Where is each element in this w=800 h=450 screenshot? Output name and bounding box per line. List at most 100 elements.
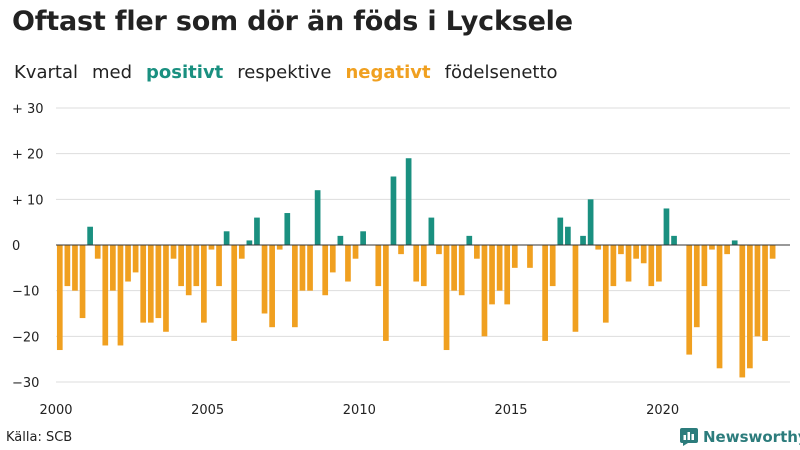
bar [580,235,586,245]
bar [231,245,238,341]
y-tick-label: + 10 [12,193,44,208]
bar [246,240,253,245]
bar [140,245,147,323]
bar [276,245,283,250]
bar [79,245,86,319]
bar [754,245,761,337]
brand-logo: Newsworthy [680,428,800,446]
bar [595,245,602,250]
bar [587,199,594,245]
y-tick-label: 0 [12,239,20,254]
bar [94,245,101,259]
bar [398,245,404,255]
bar [110,245,116,291]
bar [739,245,746,378]
bar [216,245,222,287]
bar [201,245,207,323]
bar [731,240,738,245]
bar [299,245,306,291]
bar [261,245,268,314]
bar [102,245,109,346]
subtitle-word: födelsenetto [444,62,558,83]
bar [762,245,768,341]
y-tick-label: + 20 [12,148,44,163]
bar [663,208,670,245]
bar [474,245,480,259]
bar [254,217,260,245]
chart-subtitle: Kvartal med positivt respektive negativt föde… [14,62,572,83]
bar [527,245,533,268]
bar [238,245,245,259]
subtitle-word: med [91,62,133,83]
bar [610,245,617,287]
bar [656,245,662,282]
source-note: Källa: SCB [6,430,73,445]
bar [451,245,457,291]
bar [428,217,435,245]
bar [185,245,192,296]
newsworthy-logo-icon [680,428,698,446]
bar [549,245,556,287]
bar [193,245,200,287]
bar [170,245,177,259]
bar [390,176,397,245]
bar [504,245,511,305]
bar [72,245,78,291]
bar [671,235,677,245]
y-tick-label: + 30 [12,102,44,117]
bar [163,245,169,332]
bar [709,245,715,250]
bar [383,245,389,341]
bar [565,226,571,245]
x-tick-label: 2020 [646,403,679,418]
bar [443,245,450,351]
bar [352,245,359,259]
bar [633,245,639,259]
y-tick-label: −10 [12,285,39,300]
bar [337,235,344,245]
y-tick-label: −20 [12,330,39,345]
bar [147,245,154,323]
bar [747,245,753,369]
bar [292,245,298,328]
bar [64,245,71,287]
bar [269,245,275,328]
bar [693,245,700,328]
legend-positive: positivt [146,62,224,83]
bar [87,226,93,245]
bar [701,245,708,287]
bar [618,245,624,255]
bar [496,245,503,291]
bar [405,158,412,245]
bar [602,245,609,323]
bar [307,245,313,291]
bar [413,245,420,282]
bar [436,245,442,255]
bar [769,245,776,259]
bar [284,213,291,245]
bar [420,245,427,287]
legend-negative: negativt [345,62,431,83]
bar [125,245,131,282]
x-tick-label: 2015 [494,403,527,418]
bar [640,245,647,264]
bar [375,245,382,287]
bar [360,231,366,245]
bar [208,245,215,250]
bar [458,245,465,296]
bar [625,245,632,282]
bar [542,245,548,341]
bar [572,245,579,332]
y-tick-label: −30 [12,376,39,391]
bar [223,231,230,245]
bar [178,245,184,287]
bar [345,245,351,282]
bar [132,245,139,273]
bar [648,245,655,287]
bar [466,235,473,245]
x-tick-label: 2010 [343,403,376,418]
subtitle-word: respektive [237,62,332,83]
subtitle-word: Kvartal [14,62,78,83]
bar [481,245,488,337]
